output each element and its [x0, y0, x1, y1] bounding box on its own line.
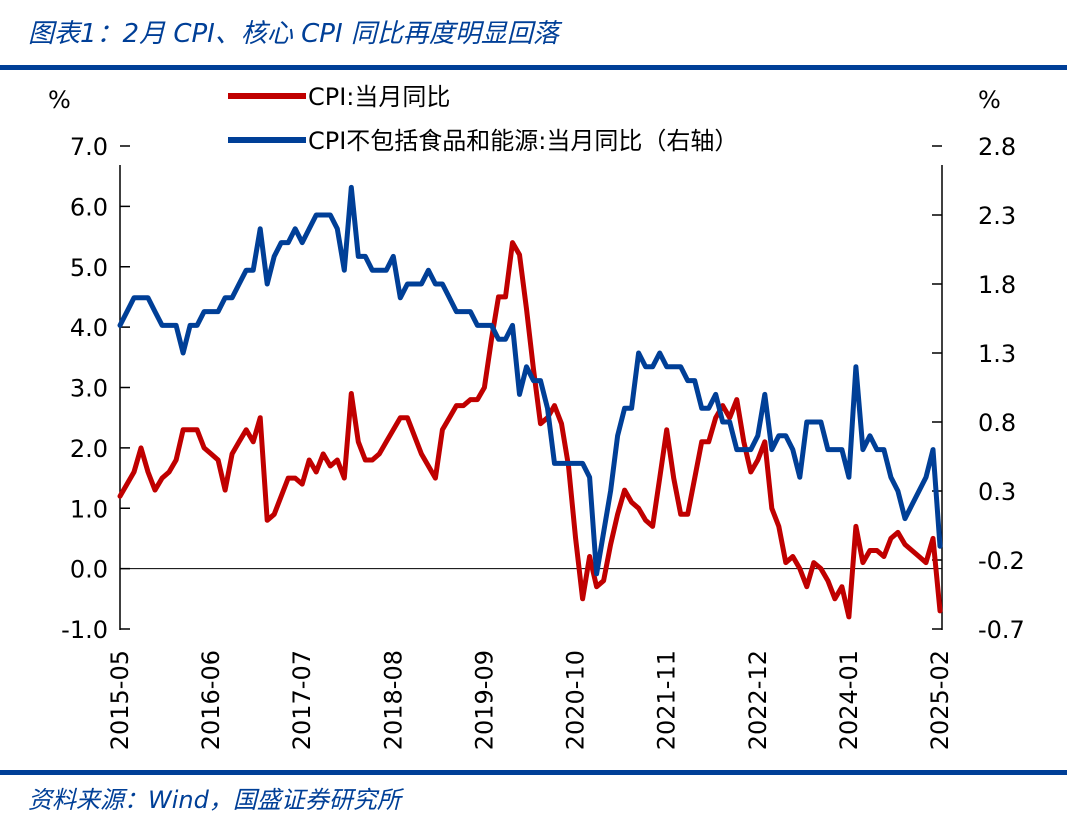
x-tick-label: 2021-11 [653, 650, 681, 750]
axes: 7.0 6.0 5.0 4.0 3.0 2.0 1.0 0.0 -1.0 2.8 2.3 1.8 1.3… [61, 133, 1025, 644]
left-tick-label: -1.0 [61, 616, 108, 644]
left-tick-label: 2.0 [70, 435, 108, 463]
right-tick-label: 2.3 [978, 202, 1016, 230]
series-line-core-cpi [117, 184, 943, 577]
left-tick-label: 6.0 [70, 193, 108, 221]
right-tick-label: 1.3 [978, 340, 1016, 368]
x-tick-label: 2022-12 [744, 650, 772, 750]
source-note: 资料来源：Wind，国盛证券研究所 [28, 786, 405, 814]
x-tick-label: 2020-10 [562, 650, 590, 750]
series-line-cpi [117, 240, 943, 620]
left-tick-label: 3.0 [70, 375, 108, 403]
legend-label-core: CPI不包括食品和能源:当月同比（右轴） [308, 127, 738, 155]
x-tick-label: 2019-09 [470, 650, 498, 750]
chart-title: 图表1：2月 CPI、核心 CPI 同比再度明显回落 [28, 19, 563, 49]
legend-label-cpi: CPI:当月同比 [308, 83, 450, 111]
right-axis-unit: % [978, 86, 1001, 114]
left-tick-label: 7.0 [70, 133, 108, 161]
left-axis-unit: % [48, 86, 71, 114]
bottom-rule [0, 770, 1067, 775]
series-lines [117, 184, 943, 620]
right-tick-label: -0.7 [978, 616, 1025, 644]
left-tick-label: 5.0 [70, 254, 108, 282]
right-tick-label: 0.8 [978, 409, 1016, 437]
x-tick-label: 2024-01 [835, 650, 863, 750]
x-tick-labels: 2015-05 2016-06 2017-07 2018-08 2019-09 2020-… [106, 650, 954, 750]
right-tick-label: -0.2 [978, 547, 1025, 575]
x-tick-label: 2025-02 [926, 650, 954, 750]
x-tick-label: 2016-06 [197, 650, 225, 750]
x-tick-label: 2015-05 [106, 650, 134, 750]
x-tick-label: 2017-07 [288, 650, 316, 750]
legend: CPI:当月同比 CPI不包括食品和能源:当月同比（右轴） [228, 83, 738, 155]
x-tick-label: 2018-08 [379, 650, 407, 750]
left-tick-label: 1.0 [70, 495, 108, 523]
top-rule [0, 65, 1067, 70]
left-tick-label: 0.0 [70, 556, 108, 584]
right-tick-label: 2.8 [978, 133, 1016, 161]
left-tick-label: 4.0 [70, 314, 108, 342]
right-tick-label: 1.8 [978, 271, 1016, 299]
right-tick-label: 0.3 [978, 478, 1016, 506]
